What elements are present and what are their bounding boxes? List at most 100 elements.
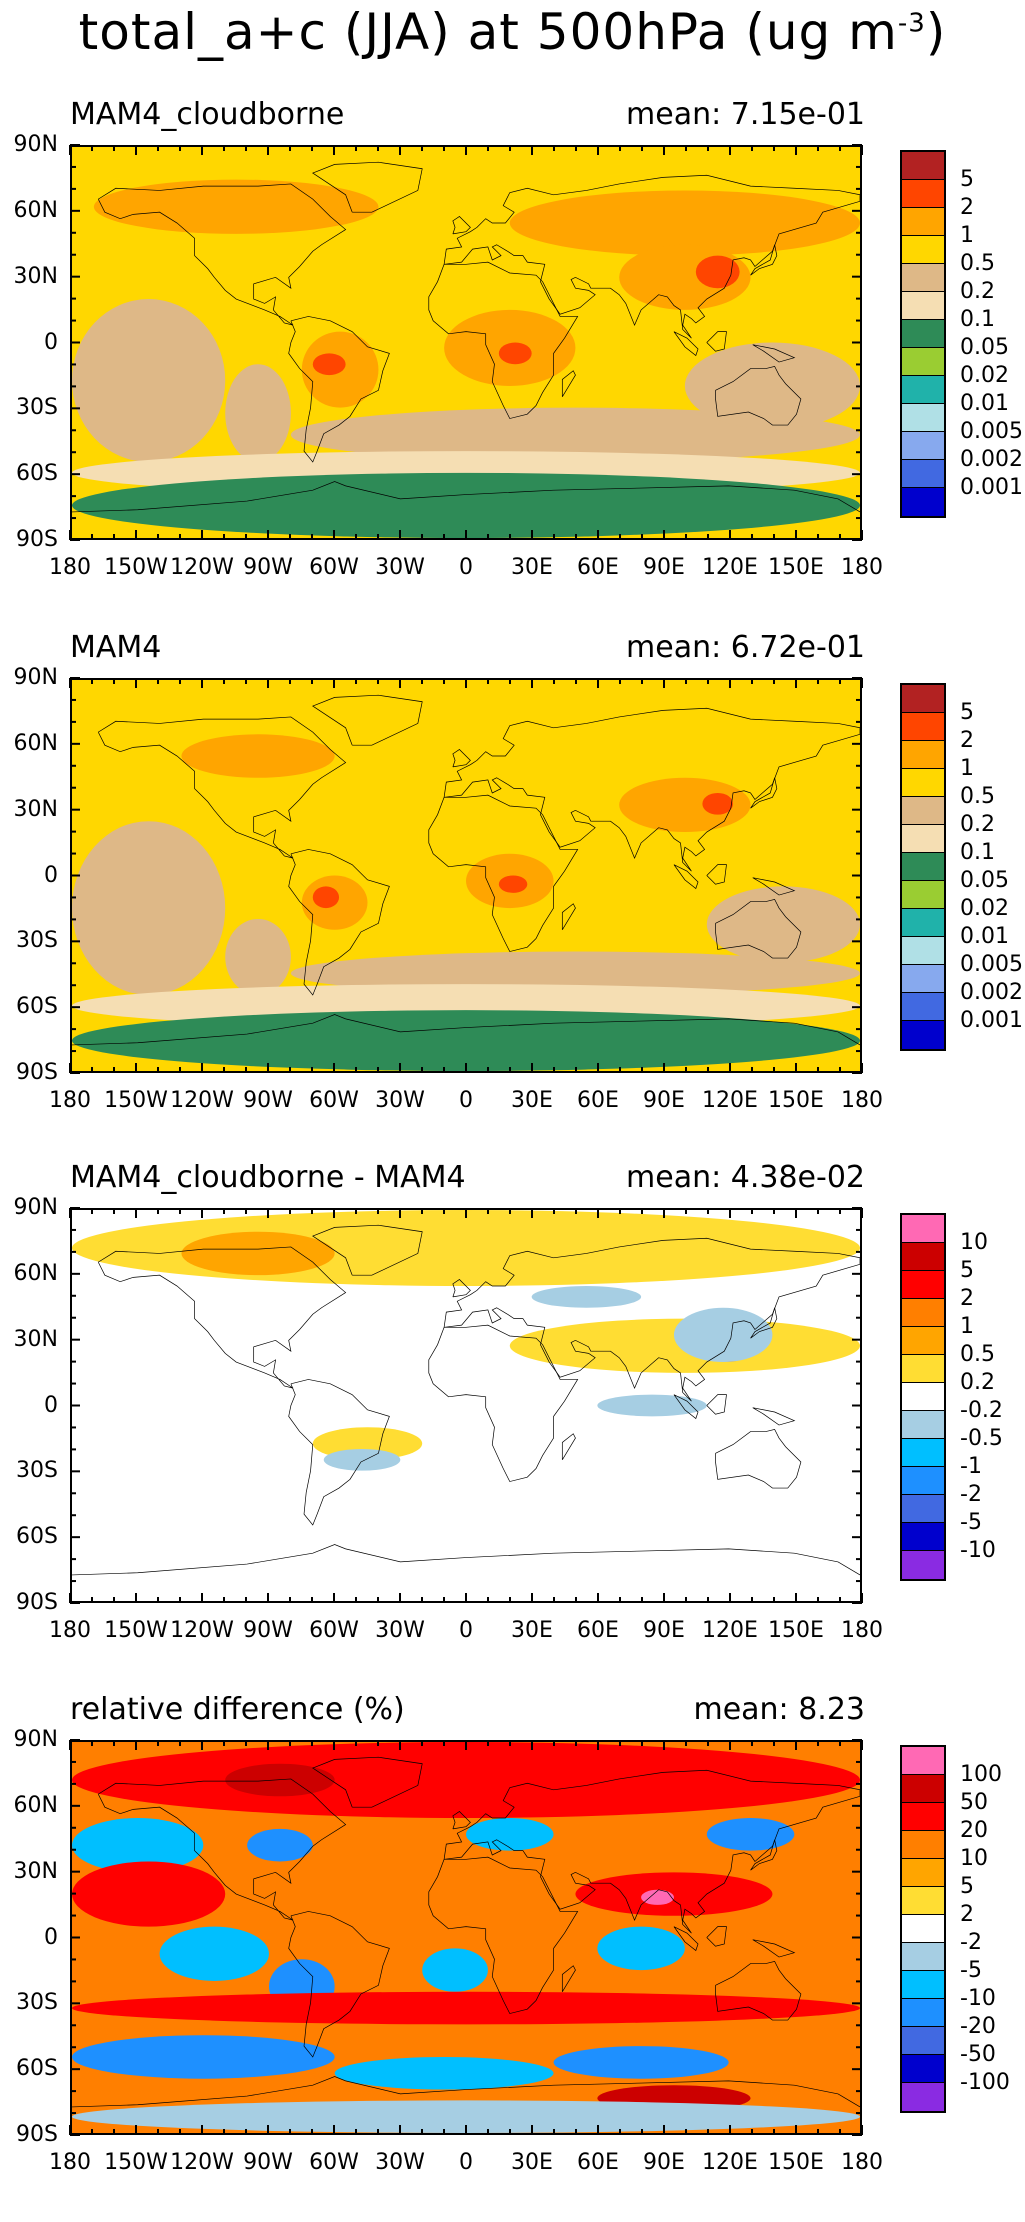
colorbar-label: 20: [960, 1818, 988, 1843]
colorbar-swatch: [902, 1915, 944, 1943]
colorbar-label: 1: [960, 756, 974, 781]
coastline: [289, 1911, 390, 2057]
colorbar-label: 0.2: [960, 812, 995, 837]
coastline: [98, 184, 345, 325]
lon-tick-label: 30E: [511, 1088, 553, 1113]
colorbar-swatch: [902, 853, 944, 881]
lat-tick-label: 0: [44, 862, 58, 888]
colorbar-label: 0.001: [960, 475, 1023, 500]
lat-tick-label: 0: [44, 1392, 58, 1418]
field-contour-region: [72, 1818, 204, 1873]
coastline: [753, 345, 795, 362]
map-panel: MAM4 mean: 6.72e-01 90N 60N 30N 0 30S 60S 90S 180…: [0, 628, 1025, 1160]
colorbar-swatch: [902, 2055, 944, 2083]
colorbar-swatch: [902, 292, 944, 320]
coastline: [753, 878, 795, 895]
lon-tick-label: 30E: [511, 555, 553, 580]
colorbar-label: 10: [960, 1846, 988, 1871]
colorbar-swatch: [902, 1523, 944, 1551]
lon-tick-label: 180: [49, 1088, 91, 1113]
field-contour-region: [247, 1828, 313, 1862]
lat-tick-label: 0: [44, 329, 58, 355]
field-contour-region: [72, 472, 860, 538]
field-contour-region: [702, 792, 734, 815]
coastline: [562, 1966, 575, 1992]
colorbar-swatch: [902, 769, 944, 797]
field-contour-region: [72, 1742, 860, 1819]
coastline: [72, 2077, 860, 2107]
lon-tick-label: 150W: [104, 2150, 168, 2175]
colorbar-label: -20: [960, 2014, 996, 2039]
colorbar-swatch: [902, 236, 944, 264]
lon-tick-label: 180: [49, 555, 91, 580]
field-contour-region: [684, 342, 860, 430]
lat-tick-label: 60S: [16, 461, 58, 487]
map-plot-area: [70, 1208, 862, 1603]
coastline: [313, 695, 422, 745]
lon-tick-label: 120E: [702, 1088, 758, 1113]
lon-tick-label: 60W: [309, 1618, 359, 1643]
figure-title: total_a+c (JJA) at 500hPa (ug m-3): [0, 2, 1025, 62]
lat-tick-label: 60N: [13, 1260, 58, 1286]
colorbar-swatch: [902, 881, 944, 909]
panel-mean-value: mean: 4.38e-02: [626, 1160, 865, 1195]
coastline: [429, 1857, 578, 2013]
lon-tick-label: 120W: [170, 1088, 234, 1113]
coastline: [716, 366, 801, 425]
coastline: [429, 795, 578, 951]
coastline: [444, 1238, 860, 1401]
colorbar-label: 0.01: [960, 391, 1009, 416]
lon-tick-label: 150E: [768, 1618, 824, 1643]
panel-title: MAM4_cloudborne: [70, 97, 345, 132]
colorbar-swatch: [902, 1775, 944, 1803]
field-contour-region: [312, 886, 340, 909]
colorbar-swatch: [902, 1355, 944, 1383]
field-contour-region: [498, 342, 532, 365]
field-contour-region: [673, 1307, 773, 1363]
colorbar-label: -5: [960, 1510, 982, 1535]
colorbar-label: -2: [960, 1930, 982, 1955]
colorbar-swatch: [902, 2027, 944, 2055]
coastline: [453, 1812, 471, 1829]
lat-tick-label: 60S: [16, 994, 58, 1020]
colorbar-label: 0.1: [960, 307, 995, 332]
colorbar-swatch: [902, 1243, 944, 1271]
coastline: [707, 1927, 727, 1947]
lon-tick-label: 120W: [170, 555, 234, 580]
field-contour-region: [72, 1861, 226, 1927]
colorbar-swatch: [902, 152, 944, 180]
coastline: [289, 849, 390, 995]
coastline: [674, 1927, 698, 1951]
coastline: [453, 217, 471, 234]
lon-tick-label: 90W: [243, 2150, 293, 2175]
lon-tick-label: 120E: [702, 2150, 758, 2175]
colorbar-label: 0.02: [960, 363, 1009, 388]
coastline: [716, 1961, 801, 2020]
colorbar-swatch: [902, 180, 944, 208]
lat-tick-label: 30N: [13, 1858, 58, 1884]
lat-tick-label: 30S: [16, 1990, 58, 2016]
field-contour-region: [181, 1231, 335, 1276]
map-panel: MAM4_cloudborne - MAM4 mean: 4.38e-02 90N 6…: [0, 1158, 1025, 1690]
lon-tick-label: 60W: [309, 555, 359, 580]
colorbar-label: 5: [960, 1258, 974, 1283]
colorbar-swatch: [902, 320, 944, 348]
field-contour-region: [225, 364, 291, 462]
colorbar-label: 5: [960, 700, 974, 725]
lat-tick-label: 90S: [16, 1590, 58, 1615]
lon-tick-label: 150E: [768, 555, 824, 580]
figure-title-text: total_a+c (JJA) at 500hPa (ug m: [78, 3, 898, 61]
map-plot-area: [70, 145, 862, 540]
lon-tick-label: 150W: [104, 1088, 168, 1113]
figure-title-exponent: -3: [897, 8, 926, 39]
lon-tick-label: 180: [841, 1088, 883, 1113]
panel-mean-value: mean: 6.72e-01: [626, 630, 865, 665]
colorbar-swatch: [902, 404, 944, 432]
colorbar-swatch: [902, 432, 944, 460]
colorbar-label: -100: [960, 2070, 1010, 2095]
lon-tick-label: 90E: [643, 1088, 685, 1113]
field-contour-region: [72, 1010, 860, 1071]
lon-tick-label: 90W: [243, 555, 293, 580]
colorbar-label: -5: [960, 1958, 982, 1983]
field-contour-region: [225, 918, 291, 995]
